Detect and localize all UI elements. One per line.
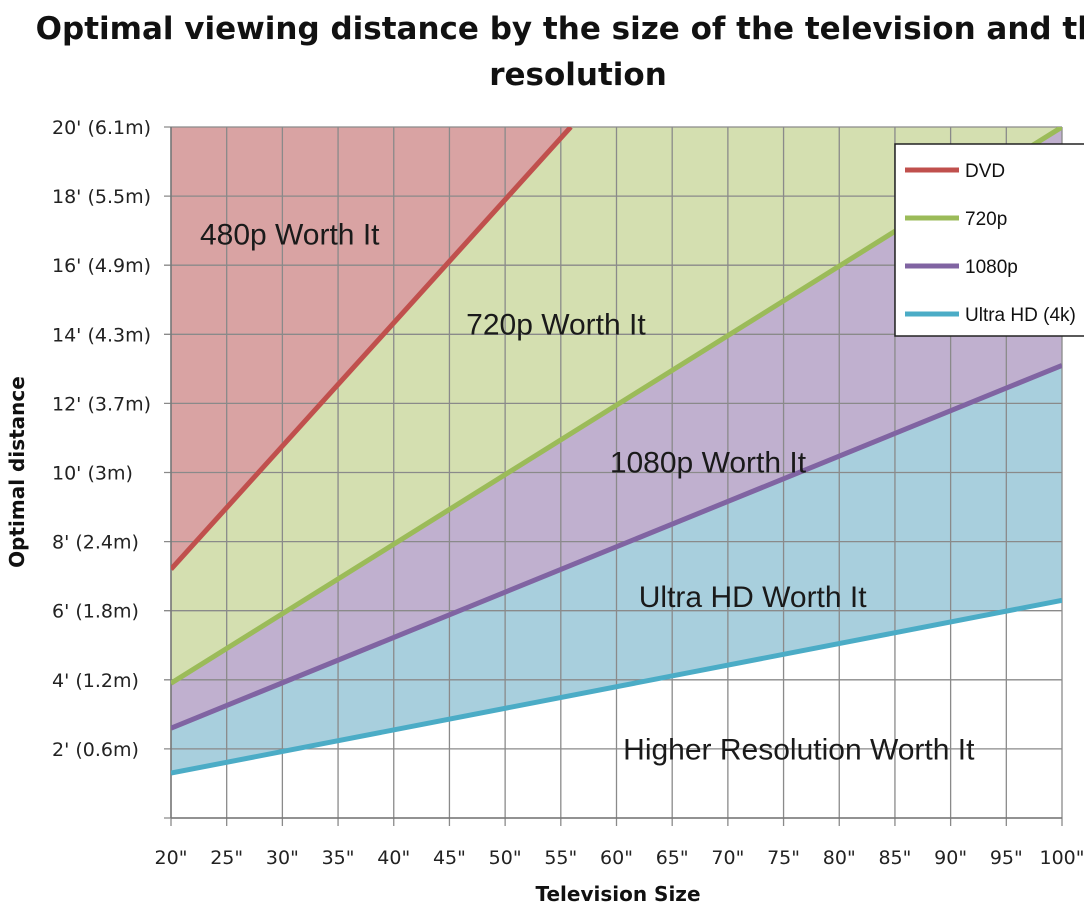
y-tick-label: 14' (4.3m) (52, 324, 151, 346)
x-tick-label: 40" (377, 847, 410, 869)
y-tick-label: 16' (4.9m) (52, 255, 151, 277)
region-label: Higher Resolution Worth It (623, 733, 975, 766)
region-label: 1080p Worth It (610, 447, 807, 480)
y-tick-label: 18' (5.5m) (52, 186, 151, 208)
x-tick-label: 35" (322, 847, 355, 869)
legend-label: Ultra HD (4k) (965, 305, 1076, 326)
y-tick-label: 12' (3.7m) (52, 393, 151, 415)
x-tick-label: 25" (210, 847, 243, 869)
x-tick-label: 60" (600, 847, 633, 869)
series-line-dvd (171, 127, 573, 571)
legend-label: 720p (965, 209, 1007, 230)
legend-box (894, 143, 1084, 337)
y-tick-label: 4' (1.2m) (52, 670, 139, 692)
x-tick-label: 70" (711, 847, 744, 869)
series-line-1080p (171, 363, 1062, 731)
x-tick-label: 100" (1039, 847, 1084, 869)
legend-label: DVD (965, 161, 1005, 182)
y-tick-label: 10' (3m) (52, 463, 133, 485)
y-tick-label: 20' (6.1m) (52, 117, 151, 139)
x-tick-label: 50" (489, 847, 522, 869)
x-tick-label: 90" (934, 847, 967, 869)
x-tick-label: 95" (990, 847, 1023, 869)
x-tick-label: 65" (656, 847, 689, 869)
y-tick-label: 2' (0.6m) (52, 739, 139, 761)
x-tick-label: 45" (433, 847, 466, 869)
legend-label: 1080p (965, 257, 1018, 278)
x-tick-label: 75" (767, 847, 800, 869)
x-tick-label: 85" (878, 847, 911, 869)
series-line-ultra-hd-4k- (171, 597, 1062, 776)
y-axis-label: Optimal distance (5, 376, 29, 568)
x-tick-label: 55" (544, 847, 577, 869)
region-label: 720p Worth It (466, 308, 646, 341)
x-axis-label: Television Size (535, 882, 700, 906)
x-tick-label: 20" (155, 847, 188, 869)
x-tick-label: 80" (823, 847, 856, 869)
x-tick-label: 30" (266, 847, 299, 869)
y-tick-label: 8' (2.4m) (52, 532, 139, 554)
region-label: Ultra HD Worth It (639, 581, 867, 614)
chart-title: Optimal viewing distance by the size of … (35, 11, 1084, 93)
y-tick-label: 6' (1.8m) (52, 601, 139, 623)
region-label: 480p Worth It (200, 218, 380, 251)
